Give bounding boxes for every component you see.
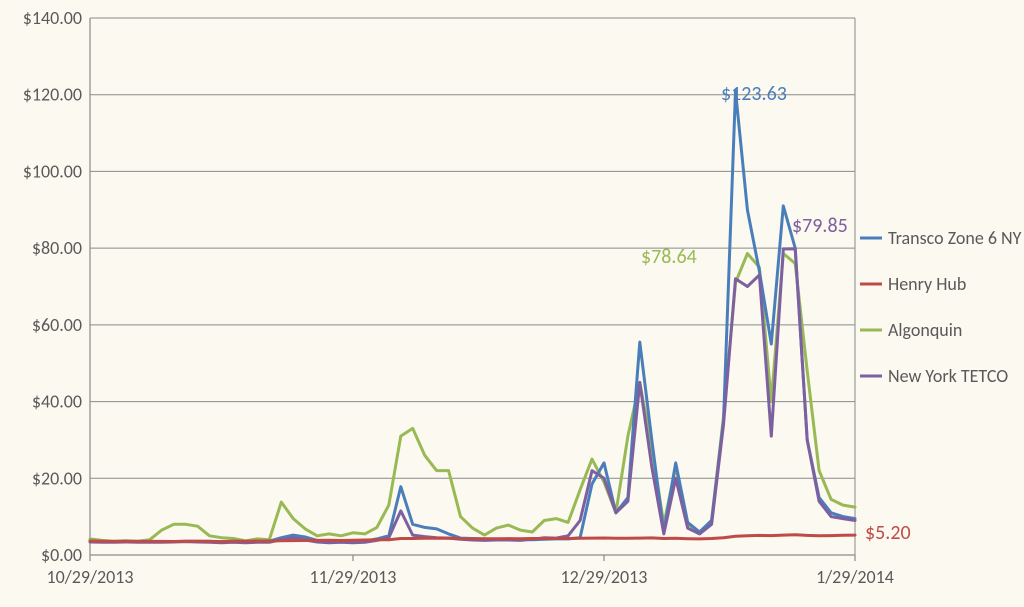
y-tick-label: $80.00 [32,237,82,259]
x-tick-label: 11/29/2013 [310,566,397,588]
data-label: $78.64 [641,245,697,269]
y-tick-label: $40.00 [32,391,82,413]
y-tick-label: $120.00 [23,84,82,106]
series-algonquin [90,254,855,542]
y-tick-label: $100.00 [23,160,82,182]
legend-label-algonquin: Algonquin [888,319,962,341]
data-label: $5.20 [865,521,911,545]
chart-svg: $0.00 $20.00 $40.00 $60.00 $80.00 $100.00 $120… [0,0,1024,607]
series-tetco [90,249,855,543]
data-label: $79.85 [792,214,848,238]
x-tick-label: 10/29/2013 [47,566,134,588]
x-tick-label: 1/29/2014 [816,566,894,588]
line-chart: $0.00 $20.00 $40.00 $60.00 $80.00 $100.00 $120… [0,0,1024,607]
x-tick-label: 12/29/2013 [561,566,648,588]
data-label: $123.63 [721,82,787,106]
y-tick-label: $140.00 [23,7,82,29]
legend-label-henryhub: Henry Hub [888,273,966,295]
legend-label-transco: Transco Zone 6 NY [888,227,1022,249]
y-tick-label: $0.00 [41,544,82,566]
legend-label-tetco: New York TETCO [888,365,1008,387]
y-tick-label: $60.00 [32,314,82,336]
series-transco [90,91,855,542]
y-tick-label: $20.00 [32,467,82,489]
